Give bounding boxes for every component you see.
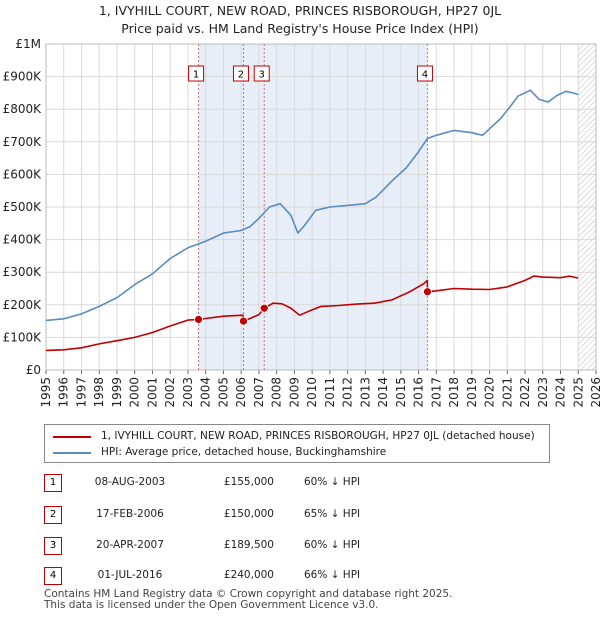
x-tick-label: 2004: [199, 377, 213, 408]
hpi-series-line: [45, 89, 579, 322]
y-tick-label: £600K: [3, 167, 43, 181]
x-tick-label: 2017: [429, 377, 443, 408]
x-tick-label: 2013: [358, 377, 372, 408]
legend-swatch-hpi: [53, 452, 91, 454]
footer-line-2: This data is licensed under the Open Gov…: [44, 599, 379, 611]
sale-marker-badge: [253, 65, 270, 82]
y-tick-label: £300K: [3, 265, 43, 279]
x-tick-label: 1998: [92, 377, 106, 408]
y-tick-label: £800K: [3, 102, 43, 116]
chart-title: 1, IVYHILL COURT, NEW ROAD, PRINCES RISB…: [98, 3, 502, 18]
y-tick-label: £900K: [3, 70, 43, 84]
x-tick-label: 2023: [536, 377, 550, 408]
transaction-badge: 2: [44, 506, 62, 524]
x-tick-label: 2016: [412, 377, 426, 408]
x-tick-label: 2026: [589, 377, 600, 408]
transaction-hpi: 60% ↓ HPI: [304, 539, 361, 551]
x-tick-label: 2025: [571, 377, 585, 408]
footer-line-1: Contains HM Land Registry data © Crown c…: [44, 588, 453, 600]
x-tick-label: 2021: [500, 377, 514, 408]
plot-frame: [45, 43, 597, 371]
legend-label-hpi: HPI: Average price, detached house, Buck…: [101, 446, 387, 458]
transaction-badge: 1: [44, 474, 62, 492]
x-tick-label: 1999: [110, 377, 124, 408]
x-tick-label: 2011: [323, 377, 337, 408]
x-tick-label: 2010: [305, 377, 319, 408]
x-tick-label: 2002: [163, 377, 177, 408]
x-tick-label: 2015: [394, 377, 408, 408]
transaction-price: £155,000: [223, 476, 274, 488]
sale-marker-label: 1: [193, 70, 199, 81]
x-tick-label: 2018: [447, 377, 461, 408]
footer-attribution: Contains HM Land Registry data © Crown c…: [44, 589, 452, 611]
x-tick-label: 2009: [287, 377, 301, 408]
transaction-hpi: 60% ↓ HPI: [304, 476, 361, 488]
transaction-price: £150,000: [223, 508, 274, 520]
chart-subtitle: Price paid vs. HM Land Registry's House …: [121, 21, 479, 36]
x-tick-label: 2005: [216, 377, 230, 408]
x-tick-label: 1995: [39, 377, 53, 408]
x-tick-label: 2019: [465, 377, 479, 408]
property-series-line: [45, 275, 579, 352]
sale-point: [194, 315, 203, 324]
y-tick-label: £700K: [3, 135, 43, 149]
transaction-price: £240,000: [223, 569, 274, 581]
x-tick-label: 2007: [252, 377, 266, 408]
x-tick-label: 1996: [57, 377, 71, 408]
transaction-date: 01-JUL-2016: [97, 569, 163, 581]
legend: 1, IVYHILL COURT, NEW ROAD, PRINCES RISB…: [44, 424, 550, 463]
sale-marker-badge: [232, 65, 249, 82]
sale-point: [259, 303, 269, 313]
transaction-price: £189,500: [223, 539, 274, 551]
y-tick-label: £1M: [15, 37, 41, 51]
sale-marker-label: 3: [259, 70, 265, 81]
transaction-hpi: 66% ↓ HPI: [304, 569, 361, 581]
sale-point: [423, 287, 432, 297]
sale-marker-badge: [416, 65, 433, 82]
transaction-date: 20-APR-2007: [96, 539, 164, 551]
sale-point: [239, 316, 248, 326]
sale-marker-badge: [188, 65, 205, 82]
transaction-badge: 3: [44, 537, 62, 555]
x-tick-label: 2014: [376, 377, 390, 408]
price-chart: £0 £100K £200K £300K £400K £500K £600K £700K £80…: [3, 37, 600, 408]
x-tick-label: 2001: [145, 377, 159, 408]
legend-swatch-property: [53, 436, 91, 438]
transaction-hpi: 65% ↓ HPI: [304, 508, 361, 520]
y-tick-label: £200K: [3, 298, 43, 312]
sale-marker-label: 4: [422, 70, 428, 81]
transaction-date: 08-AUG-2003: [94, 476, 166, 488]
y-tick-label: £400K: [3, 233, 43, 247]
y-tick-label: £500K: [3, 200, 43, 214]
x-tick-label: 1997: [74, 377, 88, 408]
legend-label-property: 1, IVYHILL COURT, NEW ROAD, PRINCES RISB…: [101, 430, 535, 442]
y-tick-label: £0: [26, 363, 41, 377]
x-tick-label: 2003: [181, 377, 195, 408]
x-tick-label: 2000: [128, 377, 142, 408]
x-tick-label: 2022: [518, 377, 532, 408]
x-tick-label: 2008: [270, 377, 284, 408]
x-tick-label: 2006: [234, 377, 248, 408]
sale-marker-label: 2: [238, 70, 244, 81]
y-tick-label: £100K: [3, 330, 43, 344]
x-tick-label: 2012: [341, 377, 355, 408]
transaction-badge: 4: [44, 567, 62, 585]
transaction-date: 17-FEB-2006: [96, 508, 164, 520]
x-tick-label: 2024: [554, 377, 568, 408]
x-tick-label: 2020: [483, 377, 497, 408]
